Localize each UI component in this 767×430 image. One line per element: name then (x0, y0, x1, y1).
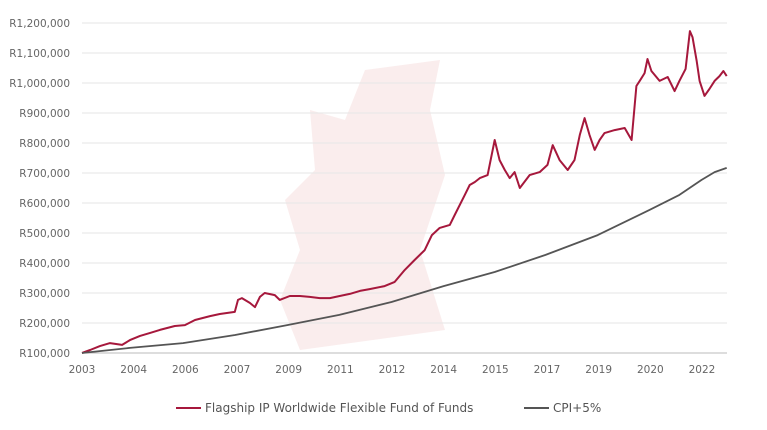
sail-logo-watermark (280, 60, 445, 350)
y-tick-label: R600,000 (19, 198, 70, 210)
x-tick-label: 2014 (430, 364, 457, 376)
y-tick-label: R1,000,000 (9, 78, 70, 90)
legend-label-fund: Flagship IP Worldwide Flexible Fund of F… (205, 401, 473, 415)
y-tick-label: R1,200,000 (9, 18, 70, 30)
legend: Flagship IP Worldwide Flexible Fund of F… (176, 401, 601, 415)
x-tick-label: 2020 (637, 364, 664, 376)
y-tick-label: R400,000 (19, 258, 70, 270)
x-tick-label: 2012 (379, 364, 406, 376)
y-tick-label: R200,000 (19, 318, 70, 330)
x-tick-label: 2015 (482, 364, 509, 376)
y-tick-label: R300,000 (19, 288, 70, 300)
x-tick-label: 2017 (534, 364, 561, 376)
series-lines (81, 30, 728, 354)
x-tick-label: 2019 (585, 364, 612, 376)
x-axis: 2003 2004 2006 2007 2009 2011 2012 2014 2015 2017… (69, 352, 727, 376)
series-line-cpi (81, 167, 727, 354)
x-tick-label: 2007 (224, 364, 251, 376)
y-axis: R100,000 R200,000 R300,000 R400,000 R500,000… (9, 18, 70, 360)
x-tick-label: 2006 (172, 364, 199, 376)
x-tick-label: 2004 (120, 364, 147, 376)
y-tick-label: R100,000 (19, 348, 70, 360)
y-tick-label: R500,000 (19, 228, 70, 240)
x-tick-label: 2011 (327, 364, 354, 376)
watermark-sail-shape (280, 60, 445, 350)
x-tick-label: 2003 (69, 364, 96, 376)
x-tick-label: 2009 (275, 364, 302, 376)
x-tick-label: 2022 (689, 364, 716, 376)
series-line-fund (81, 30, 728, 354)
y-tick-label: R800,000 (19, 138, 70, 150)
legend-label-cpi: CPI+5% (553, 401, 601, 415)
y-tick-label: R700,000 (19, 168, 70, 180)
y-tick-label: R1,100,000 (9, 48, 70, 60)
y-tick-label: R900,000 (19, 108, 70, 120)
